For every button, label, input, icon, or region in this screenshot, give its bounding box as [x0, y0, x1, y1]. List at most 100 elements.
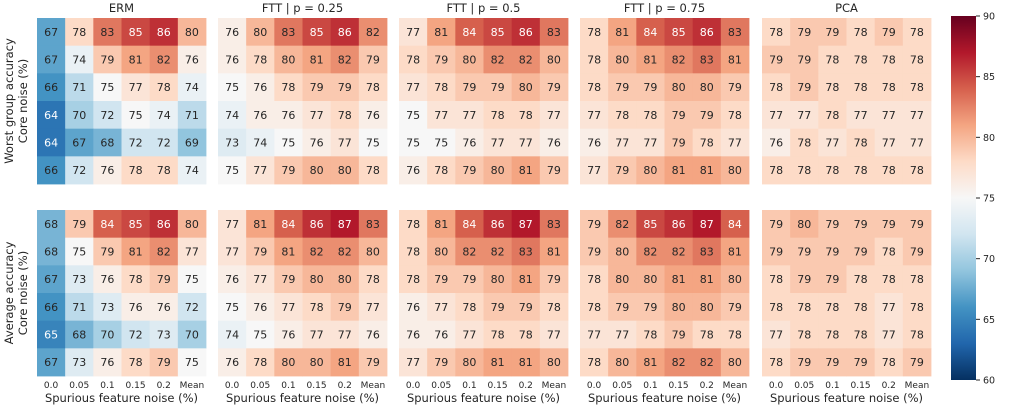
cell-value-label: 80 — [338, 273, 352, 286]
x-tick-label: 0.0 — [44, 381, 59, 391]
cell-value-label: 78 — [700, 329, 714, 342]
cell-value-label: 76 — [769, 137, 783, 150]
cell-value-label: 80 — [672, 81, 686, 94]
heatmap-cell — [302, 45, 332, 74]
cell-value-label: 78 — [587, 273, 601, 286]
heatmap-cell — [692, 45, 722, 74]
cell-value-label: 77 — [406, 81, 420, 94]
cell-value-label: 79 — [547, 164, 561, 177]
cell-value-label: 78 — [281, 81, 295, 94]
cell-value-label: 78 — [769, 356, 783, 369]
cell-value-label: 77 — [547, 109, 561, 122]
cell-value-label: 80 — [615, 54, 629, 67]
cell-value-label: 82 — [310, 246, 324, 259]
cell-value-label: 77 — [825, 137, 839, 150]
cell-value-label: 82 — [157, 246, 171, 259]
cell-value-label: 77 — [547, 329, 561, 342]
cell-value-label: 67 — [44, 273, 58, 286]
cell-value-label: 79 — [519, 301, 533, 314]
cell-value-label: 68 — [44, 218, 58, 231]
heatmap-cell — [608, 348, 637, 377]
cell-value-label: 80 — [462, 54, 476, 67]
heatmap-cell — [121, 128, 151, 157]
cell-value-label: 76 — [462, 137, 476, 150]
heatmap-cell — [692, 128, 722, 157]
cell-value-label: 77 — [882, 137, 896, 150]
cell-value-label: 79 — [547, 273, 561, 286]
heatmap-cell — [358, 45, 388, 74]
x-tick-label: 0.0 — [587, 381, 602, 391]
x-tick-label: 0.0 — [769, 381, 784, 391]
cell-value-label: 81 — [434, 218, 448, 231]
heatmap-cell — [218, 128, 247, 157]
cell-value-label: 80 — [615, 273, 629, 286]
heatmap-cell — [790, 45, 819, 74]
heatmap-cell — [93, 128, 122, 157]
cell-value-label: 76 — [253, 109, 267, 122]
heatmap-cell — [511, 101, 541, 130]
panel-1-1: 77 81 84 86 87 83 77 79 81 82 82 80 76 77 79 80 80 78 75 76… — [218, 210, 388, 377]
cell-value-label: 79 — [797, 26, 811, 39]
heatmap-cell — [539, 293, 569, 322]
cell-value-label: 80 — [547, 54, 561, 67]
cell-value-label: 76 — [406, 329, 420, 342]
cell-value-label: 79 — [910, 246, 924, 259]
cell-value-label: 79 — [462, 273, 476, 286]
cell-value-label: 78 — [882, 273, 896, 286]
heatmap-cell — [455, 18, 484, 47]
axis-labels: ERM FTT | p = 0.25 FTT | p = 0.5 FTT | p = … — [2, 1, 929, 405]
heatmap-cell — [846, 348, 876, 377]
heatmap-cell — [149, 293, 179, 322]
heatmap-cell — [720, 348, 750, 377]
heatmap-cell — [65, 210, 94, 239]
cell-value-label: 74 — [72, 54, 86, 67]
heatmap-cell — [399, 348, 428, 377]
cell-value-label: 77 — [434, 301, 448, 314]
heatmap-cell — [427, 348, 456, 377]
heatmap-cell — [762, 320, 791, 349]
cell-value-label: 79 — [854, 246, 868, 259]
heatmap-cell — [37, 128, 66, 157]
cell-value-label: 76 — [253, 301, 267, 314]
heatmap-cell — [177, 73, 207, 102]
cell-value-label: 73 — [100, 301, 114, 314]
cell-value-label: 81 — [519, 356, 533, 369]
cell-value-label: 75 — [281, 137, 295, 150]
cell-value-label: 72 — [157, 137, 171, 150]
heatmap-cell — [37, 45, 66, 74]
cell-value-label: 72 — [100, 109, 114, 122]
heatmap-cell — [358, 348, 388, 377]
cell-value-label: 78 — [587, 54, 601, 67]
cell-value-label: 73 — [72, 273, 86, 286]
heatmap-cell — [818, 18, 847, 47]
heatmap-cell — [149, 237, 179, 266]
heatmap-cell — [177, 265, 207, 294]
cell-value-label: 79 — [910, 218, 924, 231]
cell-value-label: 75 — [185, 273, 199, 286]
heatmap-cell — [37, 101, 66, 130]
heatmap-cell — [608, 237, 637, 266]
heatmap-cell — [902, 348, 932, 377]
cell-value-label: 81 — [338, 356, 352, 369]
heatmap-cell — [790, 101, 819, 130]
x-tick-label: 0.15 — [307, 381, 327, 391]
cell-value-label: 80 — [281, 356, 295, 369]
x-tick-label: Mean — [180, 381, 205, 391]
cell-value-label: 77 — [281, 301, 295, 314]
cell-value-label: 78 — [547, 301, 561, 314]
heatmap-cell — [846, 320, 876, 349]
cell-value-label: 85 — [491, 26, 505, 39]
heatmap-cell — [580, 293, 609, 322]
cell-value-label: 78 — [72, 26, 86, 39]
heatmap-cell — [121, 265, 151, 294]
heatmap-cell — [427, 265, 456, 294]
cell-value-label: 77 — [225, 246, 239, 259]
x-tick-label: 0.2 — [519, 381, 533, 391]
cell-value-label: 77 — [406, 356, 420, 369]
heatmap-cell — [720, 45, 750, 74]
heatmap-cell — [664, 73, 694, 102]
cell-value-label: 84 — [462, 26, 476, 39]
x-tick-label: Mean — [723, 381, 748, 391]
heatmap-cell — [246, 73, 275, 102]
heatmap-cell — [65, 18, 94, 47]
